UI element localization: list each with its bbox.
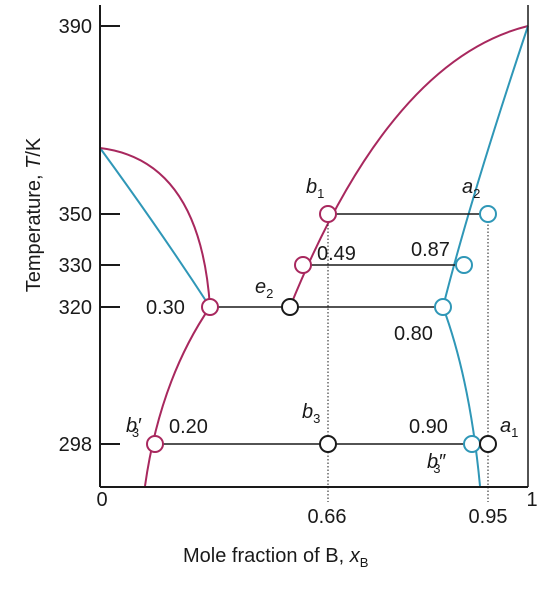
x-tick-0: 0	[96, 489, 107, 511]
value-049: 0.49	[317, 243, 356, 265]
value-087: 0.87	[411, 239, 450, 261]
y-tick-320: 320	[59, 297, 92, 319]
label-a1: a1	[500, 415, 518, 440]
label-e2: e2	[255, 276, 273, 301]
y-tick-330: 330	[59, 255, 92, 277]
point-b3-double-prime	[463, 435, 481, 453]
solidus-right-curve	[441, 25, 529, 487]
x-tick-095: 0.95	[469, 506, 508, 528]
value-020: 0.20	[169, 416, 208, 438]
x-tick-066: 0.66	[308, 506, 347, 528]
y-tick-350: 350	[59, 204, 92, 226]
y-tick-390: 390	[59, 16, 92, 38]
x-axis-label: Mole fraction of B, xB	[183, 545, 368, 570]
point-087	[455, 256, 473, 274]
label-b3: b3	[302, 401, 320, 426]
y-axis-label: Temperature, T/K	[23, 137, 45, 292]
label-b3-double-prime: b″3	[427, 451, 446, 476]
point-049	[294, 256, 312, 274]
y-tick-298: 298	[59, 434, 92, 456]
solidus-left-curve	[99, 147, 211, 308]
point-030	[201, 298, 219, 316]
value-090: 0.90	[409, 416, 448, 438]
label-a2: a2	[462, 176, 480, 201]
point-b1	[319, 205, 337, 223]
point-b3-prime	[146, 435, 164, 453]
liquidus-right-curve	[289, 25, 529, 308]
point-080	[434, 298, 452, 316]
point-a2	[479, 205, 497, 223]
value-030: 0.30	[146, 297, 185, 319]
point-b3	[319, 435, 337, 453]
x-tick-1: 1	[526, 489, 537, 511]
label-b3-prime: b′3	[126, 415, 142, 440]
value-080: 0.80	[394, 323, 433, 345]
point-a1	[479, 435, 497, 453]
point-e2	[281, 298, 299, 316]
label-b1: b1	[306, 176, 324, 201]
